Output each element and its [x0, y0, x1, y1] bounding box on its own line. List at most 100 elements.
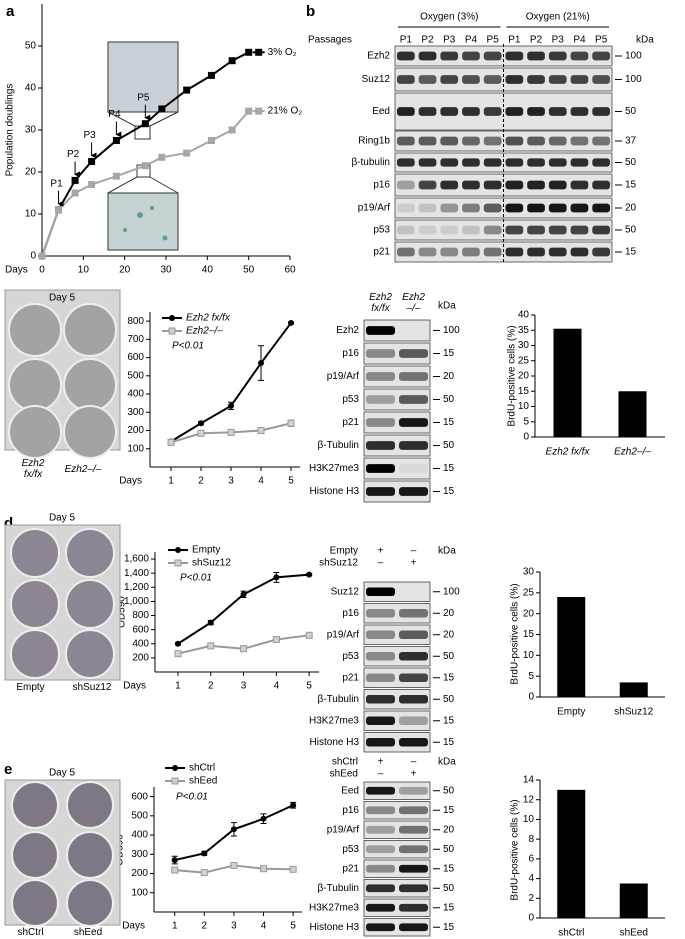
- x-tick-label: 3: [241, 681, 247, 692]
- blot-strip: [363, 801, 431, 820]
- legend-label: Ezh2 fx/fx: [186, 313, 231, 324]
- blot-band: [397, 180, 415, 190]
- blot-strip: [363, 434, 431, 457]
- stain-dot: [162, 235, 168, 241]
- blot-row-label: Eed: [341, 785, 359, 796]
- y-tick-label: 1,400: [124, 568, 149, 579]
- size-marker-label: 15: [443, 922, 455, 933]
- blot-row-label: p19/Arf: [358, 203, 390, 214]
- point: [112, 172, 120, 180]
- plate-well: [63, 405, 117, 459]
- point: [71, 176, 79, 184]
- blot-band: [397, 247, 415, 257]
- blot-band: [483, 158, 502, 167]
- size-marker-label: 50: [443, 651, 455, 662]
- blot-strip: [363, 603, 431, 624]
- point: [175, 547, 181, 553]
- y-tick-label: 0: [30, 251, 36, 262]
- y-tick-label: 300: [127, 407, 144, 418]
- point: [240, 645, 248, 653]
- condition-label: shSuz12: [319, 558, 358, 569]
- point: [257, 427, 265, 435]
- bar: [618, 391, 647, 437]
- point: [141, 162, 149, 170]
- blot-band: [505, 107, 524, 116]
- y-tick-label: 25: [523, 587, 535, 598]
- size-marker-label: 15: [443, 463, 455, 474]
- x-tick-label: Empty: [557, 707, 585, 718]
- point: [207, 642, 215, 650]
- unit-label: kDa: [636, 35, 654, 46]
- blot-strip: [363, 581, 431, 602]
- blot-row-label: p53: [373, 225, 390, 236]
- y-tick-label: 10: [518, 401, 530, 412]
- blot-band: [399, 608, 428, 618]
- blot-row-label: p21: [373, 247, 390, 258]
- blot-band: [483, 75, 502, 84]
- point: [245, 107, 253, 115]
- blot-band: [462, 75, 480, 84]
- blot-band: [592, 225, 610, 235]
- blot-band: [399, 694, 428, 704]
- blot-band: [366, 395, 395, 404]
- point: [258, 360, 264, 367]
- lane-label: P5: [595, 35, 608, 46]
- size-marker-label: 50: [443, 844, 455, 855]
- plate-well: [10, 629, 60, 679]
- size-marker-label: 15: [443, 805, 455, 816]
- plate-well: [11, 831, 59, 879]
- size-marker-label: 15: [443, 672, 455, 683]
- size-marker-label: 20: [443, 608, 455, 619]
- blot-band: [366, 884, 395, 893]
- blot-band: [505, 180, 524, 190]
- blot-band: [592, 136, 610, 146]
- unit-label: kDa: [438, 757, 456, 768]
- x-axis-label: Days: [123, 681, 146, 692]
- point: [289, 865, 297, 873]
- size-marker-label: 100: [443, 586, 460, 597]
- y-tick-label: 30: [518, 340, 530, 351]
- point: [288, 319, 294, 326]
- panel-label: b: [306, 3, 315, 20]
- x-tick-label: 5: [288, 476, 294, 487]
- blot-band: [548, 107, 567, 116]
- plate-well: [11, 879, 59, 927]
- blot-band: [527, 75, 545, 84]
- size-marker-label: 15: [443, 348, 455, 359]
- blot-strip: [363, 667, 431, 688]
- y-tick-label: 40: [25, 83, 37, 94]
- y-tick-label: 300: [131, 849, 148, 860]
- blot-strip: [363, 689, 431, 710]
- size-marker-label: 50: [443, 883, 455, 894]
- point: [38, 252, 46, 260]
- blot-band: [548, 136, 567, 146]
- blot-strip: [394, 197, 613, 219]
- x-tick-label: shSuz12: [614, 707, 653, 718]
- point: [240, 591, 247, 598]
- point: [228, 126, 236, 134]
- inset-connector: [107, 176, 138, 194]
- inset-image: [107, 192, 179, 251]
- y-axis-label: BrdU-positive cells (%): [507, 325, 518, 426]
- y-axis-label: Population doublings: [5, 84, 16, 177]
- blot-row-label: β-Tubulin: [317, 440, 359, 451]
- size-marker-label: 20: [625, 203, 637, 214]
- plate-label: Ezh2–/–: [64, 464, 102, 475]
- plate-label: shCtrl: [17, 927, 44, 938]
- blot-band: [548, 180, 567, 190]
- plate-well: [66, 831, 114, 879]
- y-tick-label: 1,200: [124, 582, 149, 593]
- annotation: P4: [108, 109, 121, 120]
- inset-connector: [149, 111, 179, 127]
- y-tick-label: 100: [131, 887, 148, 898]
- blot-band: [440, 158, 459, 167]
- blot-row-label: Ezh2: [336, 325, 359, 336]
- legend-marker: [255, 48, 263, 56]
- plate-well: [65, 528, 115, 578]
- blot-band: [399, 418, 428, 427]
- annotation: P<0.01: [176, 792, 208, 803]
- point: [167, 438, 175, 446]
- point: [183, 86, 191, 94]
- plate-title: Day 5: [49, 293, 76, 304]
- blot-band: [440, 75, 459, 84]
